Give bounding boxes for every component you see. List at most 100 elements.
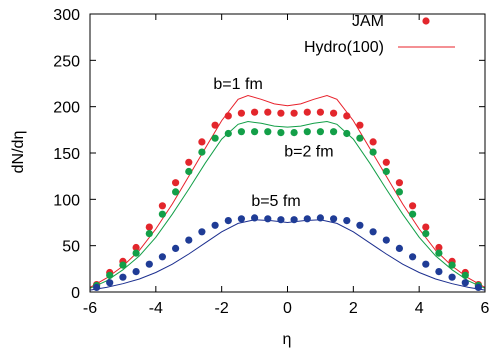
- jam-series-b-2-fm: [93, 128, 482, 290]
- x-tick-label: 0: [283, 300, 292, 317]
- jam-point: [461, 271, 469, 279]
- x-tick-label: 2: [349, 300, 358, 317]
- jam-point: [93, 283, 101, 291]
- annotation-b1: b=1 fm: [213, 76, 262, 93]
- legend-marker-jam: [422, 17, 430, 25]
- plot-content: [89, 94, 486, 291]
- jam-point: [330, 128, 338, 136]
- jam-point: [448, 273, 456, 281]
- jam-point: [369, 148, 377, 156]
- jam-point: [474, 283, 482, 291]
- y-tick-label: 300: [53, 7, 80, 24]
- legend: JAM Hydro(100): [304, 13, 455, 56]
- jam-point: [237, 109, 245, 117]
- annotation-b2: b=2 fm: [284, 144, 333, 161]
- x-axis-label: η: [283, 331, 292, 348]
- jam-point: [145, 230, 153, 238]
- jam-point: [224, 112, 232, 120]
- jam-point: [356, 121, 364, 129]
- jam-point: [303, 215, 311, 223]
- jam-point: [316, 128, 324, 136]
- jam-point: [343, 217, 351, 225]
- jam-point: [448, 261, 456, 269]
- jam-point: [132, 243, 140, 252]
- jam-point: [119, 273, 127, 281]
- jam-point: [409, 202, 417, 210]
- jam-point: [422, 260, 430, 268]
- jam-point: [158, 202, 166, 210]
- annotations: b=1 fm b=2 fm b=5 fm: [213, 76, 333, 210]
- jam-point: [369, 138, 377, 146]
- jam-point: [106, 279, 114, 287]
- jam-point: [382, 167, 390, 176]
- jam-point: [158, 210, 166, 218]
- jam-point: [316, 214, 324, 222]
- jam-point: [369, 228, 377, 236]
- y-tick-label: 0: [71, 285, 80, 302]
- legend-label-hydro: Hydro(100): [304, 39, 384, 56]
- jam-point: [264, 215, 272, 223]
- y-tick-label: 50: [62, 239, 80, 256]
- axis-ticks: -6 -4 -2 0 2 4 6 0 50 100 150 200 250 300: [53, 7, 489, 317]
- jam-point: [290, 109, 298, 117]
- jam-point: [356, 221, 364, 229]
- jam-point: [435, 249, 443, 257]
- jam-point: [198, 228, 206, 236]
- jam-point: [422, 223, 430, 231]
- jam-point: [211, 134, 219, 142]
- jam-point: [330, 109, 338, 117]
- jam-point: [356, 134, 364, 142]
- jam-point: [316, 108, 324, 116]
- jam-point: [277, 109, 285, 117]
- x-tick-label: -4: [149, 300, 163, 317]
- annotation-b5: b=5 fm: [251, 193, 300, 210]
- hydro-line-b-5-fm: [89, 219, 486, 291]
- jam-point: [251, 128, 259, 136]
- y-tick-label: 100: [53, 192, 80, 209]
- legend-label-jam: JAM: [352, 13, 384, 30]
- jam-point: [435, 268, 443, 276]
- hydro-line-b-1-fm: [89, 94, 486, 288]
- jam-point: [395, 179, 403, 187]
- jam-point: [395, 244, 403, 252]
- jam-point: [185, 167, 193, 176]
- jam-point: [290, 129, 298, 137]
- jam-point: [409, 210, 417, 218]
- hydro-line-b-2-fm: [89, 120, 486, 289]
- jam-point: [343, 112, 351, 120]
- x-tick-label: -6: [83, 300, 97, 317]
- jam-point: [409, 253, 417, 261]
- jam-point: [172, 179, 180, 187]
- jam-point: [172, 244, 180, 252]
- jam-point: [237, 128, 245, 136]
- jam-point: [224, 217, 232, 225]
- jam-point: [145, 223, 153, 231]
- jam-point: [264, 108, 272, 116]
- jam-point: [211, 121, 219, 129]
- jam-point: [343, 129, 351, 138]
- jam-point: [198, 138, 206, 146]
- x-tick-label: 6: [481, 300, 490, 317]
- y-tick-label: 150: [53, 146, 80, 163]
- jam-point: [382, 158, 390, 166]
- jam-point: [251, 214, 259, 222]
- jam-point: [185, 158, 193, 166]
- jam-point: [172, 188, 180, 196]
- jam-point: [435, 243, 443, 252]
- y-axis-label: dN/dη: [10, 131, 27, 174]
- x-tick-label: -2: [215, 300, 229, 317]
- y-tick-label: 200: [53, 100, 80, 117]
- jam-point: [211, 221, 219, 229]
- jam-point: [290, 216, 298, 224]
- jam-point: [251, 108, 259, 116]
- jam-point: [132, 268, 140, 276]
- jam-point: [158, 253, 166, 261]
- jam-point: [224, 129, 232, 138]
- jam-point: [145, 260, 153, 268]
- jam-point: [119, 261, 127, 269]
- jam-point: [330, 215, 338, 223]
- jam-point: [106, 271, 114, 279]
- jam-point: [264, 128, 272, 136]
- jam-series-b-5-fm: [93, 214, 482, 291]
